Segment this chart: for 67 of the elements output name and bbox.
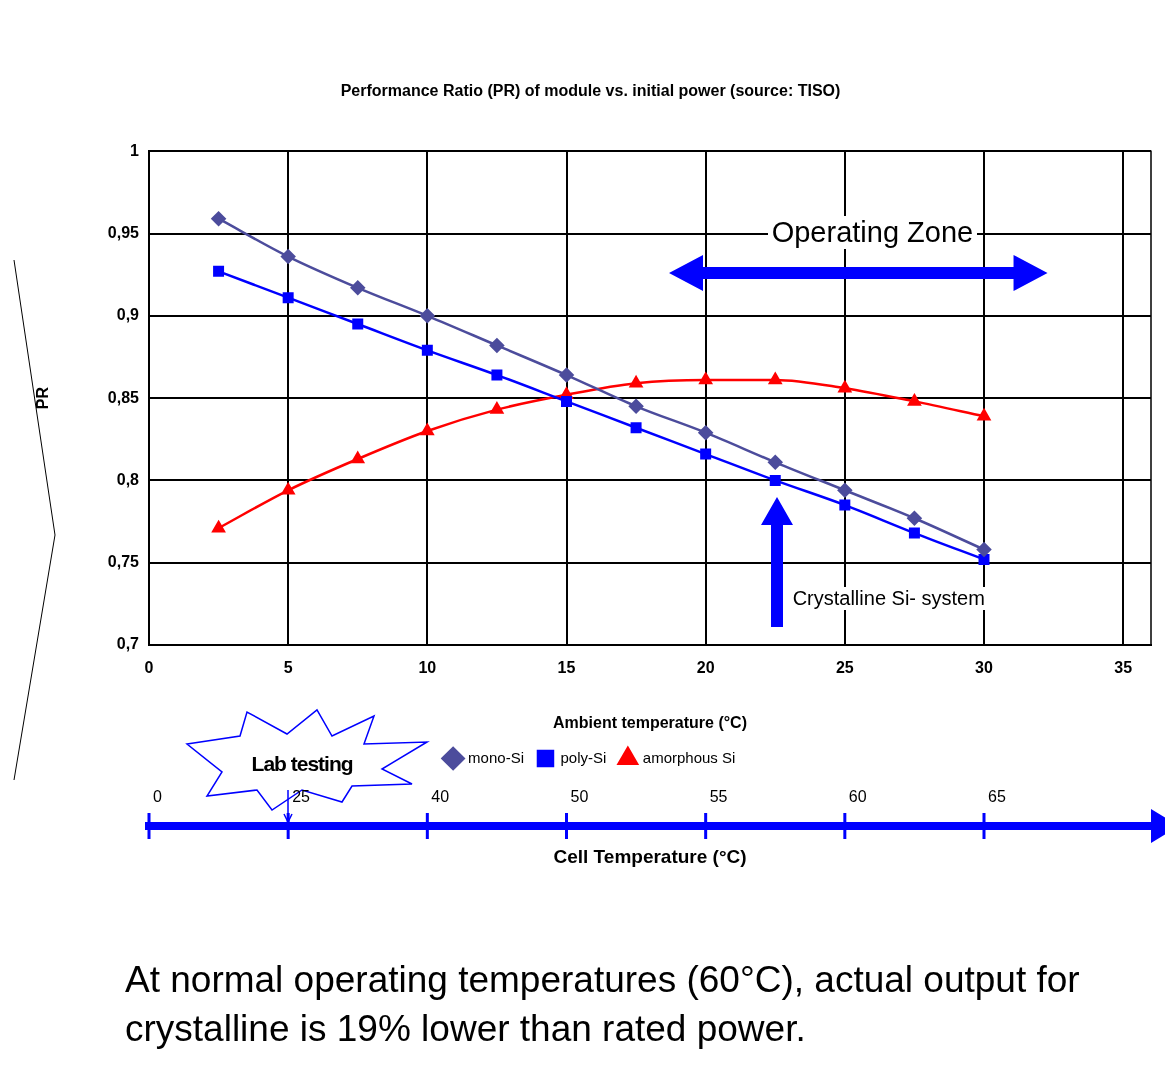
point xyxy=(768,455,783,470)
y-tick-label: 1 xyxy=(130,141,140,159)
point xyxy=(628,399,644,414)
y-tick-label: 0,95 xyxy=(107,223,140,241)
legend-label: mono-Si xyxy=(468,748,524,766)
x-axis-title: Ambient temperature (°C) xyxy=(553,713,747,731)
x-tick-label: 30 xyxy=(975,659,993,677)
point xyxy=(489,338,505,353)
legend-label: poly-Si xyxy=(560,748,607,766)
point xyxy=(768,372,782,385)
x-tick-label: 25 xyxy=(835,659,854,677)
x-tick-label: 5 xyxy=(283,659,293,677)
x-tick-label: 0 xyxy=(144,659,154,677)
point xyxy=(559,367,574,383)
point xyxy=(282,292,294,304)
x-tick-label: 15 xyxy=(557,659,576,677)
text: 60 xyxy=(848,788,867,806)
y-axis-title: PR xyxy=(34,386,52,410)
point xyxy=(420,308,435,324)
point xyxy=(629,376,643,388)
point xyxy=(211,211,226,226)
y-tick-label: 0,9 xyxy=(116,306,140,324)
point xyxy=(837,483,853,498)
point xyxy=(490,402,504,414)
text: 65 xyxy=(988,788,1006,806)
point xyxy=(838,380,852,393)
y-tick-label: 0,75 xyxy=(107,553,140,571)
point xyxy=(280,249,296,264)
point xyxy=(699,372,713,385)
text: Lab testing xyxy=(251,752,353,776)
point xyxy=(421,344,433,356)
x-tick-label: 10 xyxy=(418,659,437,677)
point xyxy=(350,280,365,296)
x-tick-label: 20 xyxy=(696,659,715,677)
annotation: Crystalline Si- system xyxy=(790,586,987,610)
y-tick-label: 0,85 xyxy=(107,388,140,406)
point xyxy=(698,425,713,440)
y-tick-label: 0,8 xyxy=(116,470,140,488)
point xyxy=(352,318,364,330)
point xyxy=(907,511,922,526)
point xyxy=(977,408,991,421)
chart-title: Performance Ratio (PR) of module vs. initial power (source: TISO) xyxy=(340,82,841,100)
legend-label: amorphous Si xyxy=(642,748,736,766)
y-tick-label: 0,7 xyxy=(116,635,140,653)
text: 55 xyxy=(709,788,728,806)
point xyxy=(839,499,851,511)
point xyxy=(976,542,992,557)
point xyxy=(351,451,365,464)
point xyxy=(630,422,642,434)
annotation: Operating Zone xyxy=(767,215,978,249)
point xyxy=(281,483,295,495)
point xyxy=(491,369,503,381)
point xyxy=(561,395,572,407)
x-tick-label: 35 xyxy=(1114,659,1133,677)
text: Cell Temperature (°C) xyxy=(553,846,747,868)
point xyxy=(212,520,226,533)
text: At normal operating temperatures (60°C), actual output for crystalline is 19% lower than rated power. xyxy=(125,958,1081,1052)
text: 0 xyxy=(153,788,162,806)
point xyxy=(213,265,225,277)
text: 40 xyxy=(431,788,450,806)
point xyxy=(420,423,434,436)
point xyxy=(908,527,920,539)
point xyxy=(769,474,781,486)
point xyxy=(907,394,921,406)
text: 50 xyxy=(570,788,589,806)
text: 25 xyxy=(292,788,310,806)
point xyxy=(700,448,712,460)
